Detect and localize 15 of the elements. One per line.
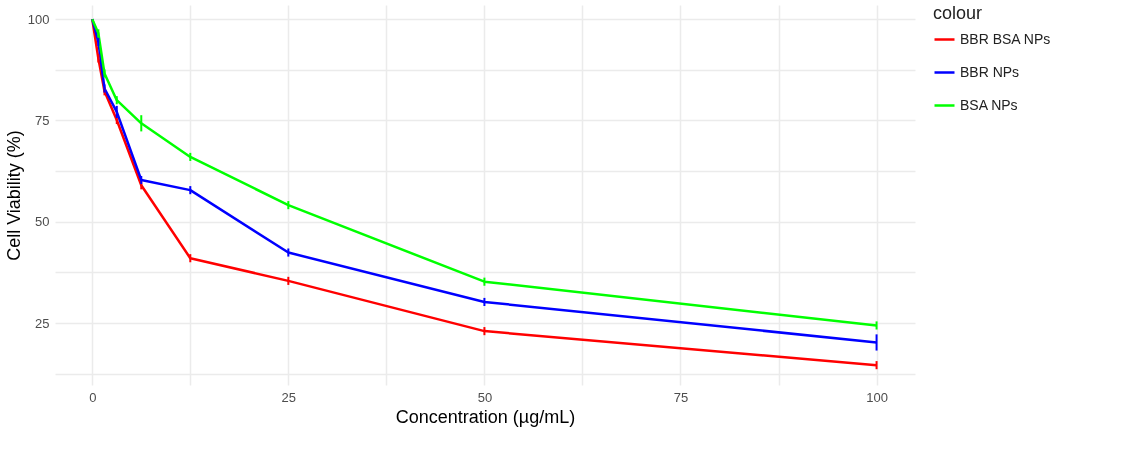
legend-label: BSA NPs bbox=[960, 96, 1018, 113]
x-tick-label: 75 bbox=[673, 389, 689, 405]
x-tick-label: 0 bbox=[89, 389, 97, 405]
x-tick-label: 50 bbox=[477, 389, 493, 405]
x-tick-label: 25 bbox=[281, 389, 297, 405]
legend-label: BBR BSA NPs bbox=[960, 30, 1051, 47]
legend-title: colour bbox=[933, 3, 983, 23]
legend-label: BBR NPs bbox=[960, 63, 1020, 80]
y-axis-title: Cell Viability (%) bbox=[3, 130, 24, 261]
y-tick-label: 25 bbox=[35, 315, 50, 331]
y-tick-label: 100 bbox=[27, 11, 50, 27]
y-tick-label: 50 bbox=[35, 214, 50, 230]
y-tick-label: 75 bbox=[35, 112, 50, 128]
x-tick-label: 100 bbox=[866, 389, 888, 405]
x-axis-title: Concentration (µg/mL) bbox=[395, 406, 576, 427]
